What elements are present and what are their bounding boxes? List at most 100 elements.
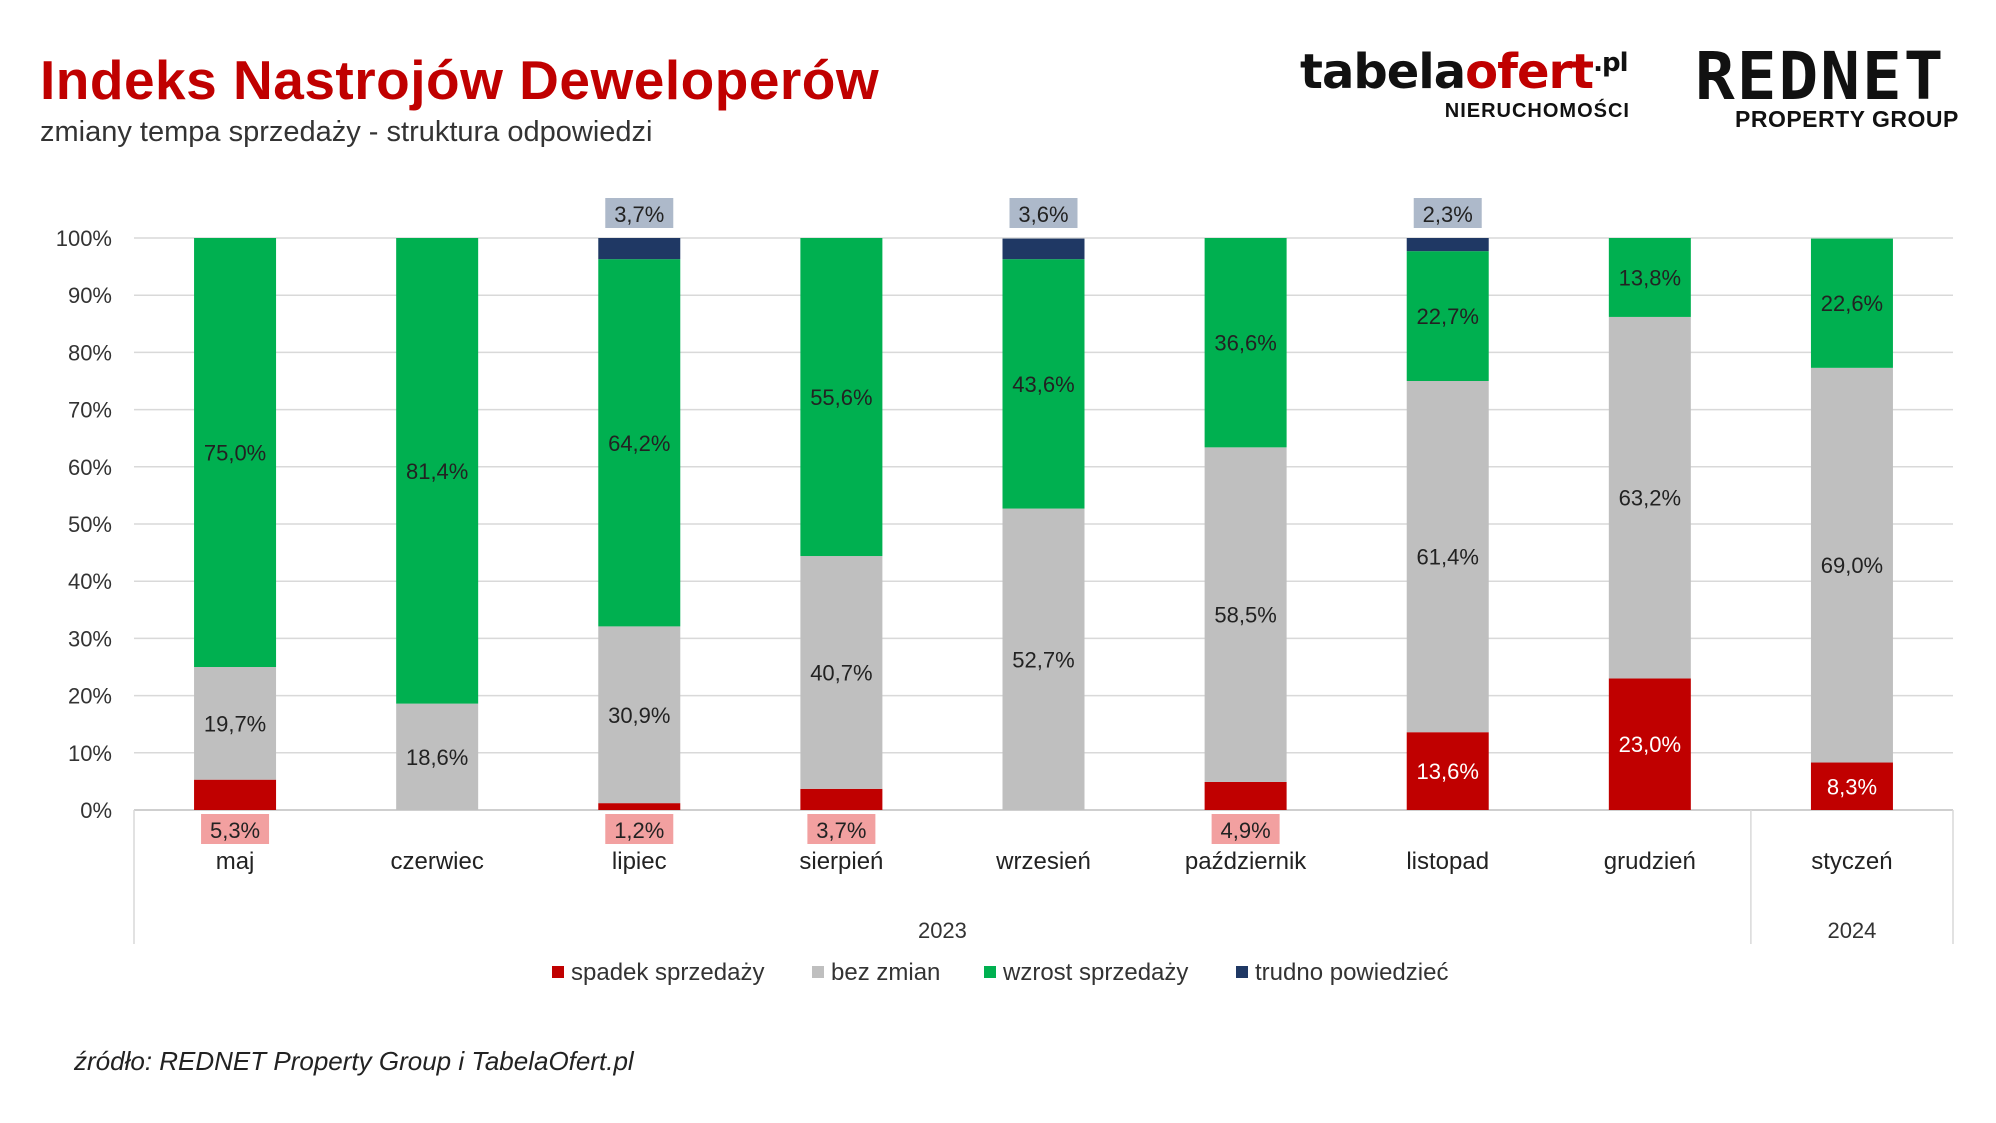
tabelaofert-logo-wordmark: tabelaofert.pl — [1300, 44, 1630, 100]
data-label-trudno: 3,6% — [1018, 202, 1068, 227]
bar-bez_zmian — [1002, 508, 1085, 810]
bar-bez_zmian — [194, 667, 277, 780]
tabelaofert-logo-suffix: .pl — [1593, 48, 1628, 78]
bar-wzrost — [1002, 259, 1085, 509]
rednet-logo-wordmark: REDNET — [1695, 38, 1946, 115]
data-label-bg — [605, 198, 674, 228]
tabelaofert-logo-tag: NIERUCHOMOŚCI — [1444, 100, 1630, 122]
bar-spadek — [1406, 732, 1489, 810]
bar-trudno — [1002, 238, 1085, 260]
data-label-bg — [807, 814, 876, 844]
bar-wzrost — [1204, 238, 1287, 448]
data-label-spadek: 13,6% — [1417, 759, 1479, 784]
data-label-bez_zmian: 69,0% — [1821, 553, 1883, 578]
bar-bez_zmian — [598, 626, 681, 804]
data-label-bg — [1009, 198, 1078, 228]
y-tick-label: 60% — [68, 455, 112, 480]
data-label-wzrost: 43,6% — [1012, 372, 1074, 397]
legend-swatch-bez_zmian — [812, 966, 824, 978]
bar-spadek — [800, 788, 883, 810]
data-label-wzrost: 36,6% — [1214, 331, 1276, 356]
tabelaofert-logo: tabelaofert.pl NIERUCHOMOŚCI — [1300, 44, 1630, 134]
chart-subtitle: zmiany tempa sprzedaży - struktura odpow… — [40, 116, 653, 148]
x-tick-label: czerwiec — [390, 848, 483, 875]
data-label-wzrost: 64,2% — [608, 431, 670, 456]
bar-wzrost — [800, 238, 883, 557]
x-tick-label: wrzesień — [995, 848, 1091, 875]
x-group-label: 2023 — [918, 918, 967, 943]
bar-wzrost — [598, 259, 681, 627]
data-label-bez_zmian: 19,7% — [204, 711, 266, 736]
data-label-wzrost: 22,7% — [1417, 304, 1479, 329]
legend-swatch-spadek — [552, 966, 564, 978]
bar-bez_zmian — [1406, 381, 1489, 733]
legend-label-trudno: trudno powiedzieć — [1255, 959, 1448, 986]
y-tick-label: 70% — [68, 398, 112, 423]
data-label-bez_zmian: 40,7% — [810, 660, 872, 685]
legend-label-spadek: spadek sprzedaży — [571, 959, 764, 986]
x-tick-label: sierpień — [799, 848, 883, 875]
bar-spadek — [194, 779, 277, 810]
data-label-spadek: 1,2% — [614, 818, 664, 843]
data-label-bez_zmian: 58,5% — [1214, 603, 1276, 628]
y-tick-label: 90% — [68, 283, 112, 308]
legend-swatch-trudno — [1236, 966, 1248, 978]
y-tick-label: 80% — [68, 340, 112, 365]
bar-bez_zmian — [396, 703, 479, 810]
bar-spadek — [1608, 678, 1691, 810]
data-label-bez_zmian: 18,6% — [406, 745, 468, 770]
data-label-bez_zmian: 30,9% — [608, 703, 670, 728]
data-label-spadek: 5,3% — [210, 818, 260, 843]
y-tick-label: 20% — [68, 684, 112, 709]
data-label-wzrost: 81,4% — [406, 459, 468, 484]
x-tick-label: październik — [1185, 848, 1307, 875]
bar-bez_zmian — [1810, 367, 1893, 763]
source-note: źródło: REDNET Property Group i TabelaOf… — [74, 1046, 634, 1076]
data-label-bg — [1413, 198, 1482, 228]
data-label-bg — [201, 814, 270, 844]
data-label-bg — [605, 814, 674, 844]
tabelaofert-logo-accent: ofert — [1465, 44, 1594, 100]
bar-trudno — [1406, 238, 1489, 252]
bar-bez_zmian — [1204, 447, 1287, 782]
data-label-wzrost: 55,6% — [810, 385, 872, 410]
data-label-bez_zmian: 52,7% — [1012, 647, 1074, 672]
y-tick-label: 40% — [68, 569, 112, 594]
legend-swatch-wzrost — [984, 966, 996, 978]
data-label-spadek: 3,7% — [816, 818, 866, 843]
x-group-label: 2024 — [1827, 918, 1876, 943]
x-tick-label: styczeń — [1811, 848, 1892, 875]
bar-trudno — [598, 238, 681, 260]
x-tick-label: maj — [216, 848, 255, 875]
data-label-spadek: 8,3% — [1827, 774, 1877, 799]
data-label-spadek: 23,0% — [1619, 732, 1681, 757]
y-tick-label: 100% — [56, 226, 112, 251]
bar-wzrost — [194, 238, 277, 667]
bar-bez_zmian — [1608, 316, 1691, 679]
bar-spadek — [1810, 762, 1893, 810]
data-label-wzrost: 75,0% — [204, 441, 266, 466]
rednet-logo-tag: PROPERTY GROUP — [1735, 106, 1959, 132]
bar-wzrost — [1608, 238, 1691, 317]
y-tick-label: 30% — [68, 626, 112, 651]
data-label-trudno: 2,3% — [1423, 202, 1473, 227]
y-tick-label: 50% — [68, 512, 112, 537]
y-tick-label: 10% — [68, 741, 112, 766]
data-label-wzrost: 22,6% — [1821, 291, 1883, 316]
legend-label-wzrost: wzrost sprzedaży — [1002, 959, 1188, 986]
x-tick-label: listopad — [1406, 848, 1489, 875]
tabelaofert-logo-main: tabela — [1300, 44, 1466, 100]
data-label-spadek: 4,9% — [1221, 818, 1271, 843]
y-tick-label: 0% — [80, 798, 112, 823]
data-label-trudno: 3,7% — [614, 202, 664, 227]
bar-wzrost — [1406, 251, 1489, 381]
bar-spadek — [598, 803, 681, 810]
bar-bez_zmian — [800, 556, 883, 789]
legend-label-bez_zmian: bez zmian — [831, 959, 940, 986]
data-label-wzrost: 13,8% — [1619, 265, 1681, 290]
rednet-logo: REDNET PROPERTY GROUP — [1695, 44, 1985, 134]
data-label-bez_zmian: 61,4% — [1417, 545, 1479, 570]
chart-title: Indeks Nastrojów Deweloperów — [40, 49, 880, 111]
bar-wzrost — [1810, 238, 1893, 368]
